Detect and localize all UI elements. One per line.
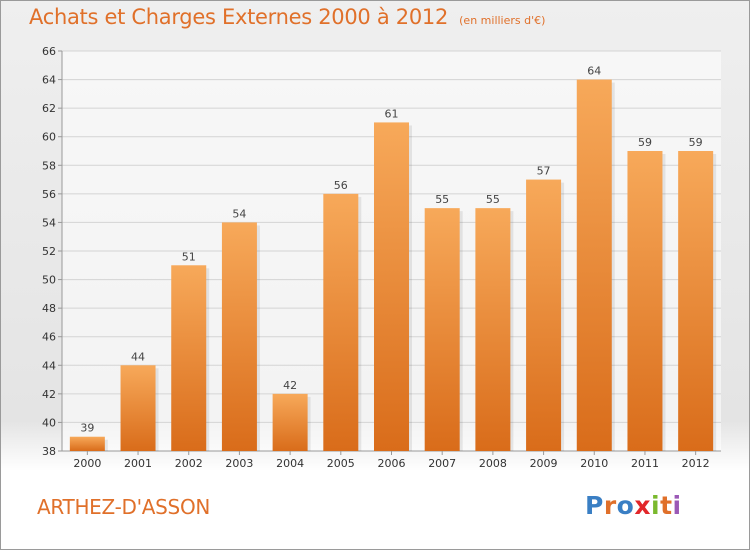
logo-letter: o bbox=[616, 491, 635, 520]
x-tick-label: 2007 bbox=[428, 457, 456, 470]
bar bbox=[678, 151, 714, 451]
x-tick-label: 2006 bbox=[378, 457, 406, 470]
bar bbox=[374, 122, 409, 451]
x-tick-label: 2000 bbox=[73, 457, 101, 470]
bar-value-label: 55 bbox=[486, 193, 500, 206]
bar bbox=[69, 436, 105, 451]
y-tick-label: 54 bbox=[42, 216, 56, 229]
x-tick-label: 2008 bbox=[479, 457, 507, 470]
y-tick-label: 50 bbox=[42, 274, 56, 287]
commune-name: ARTHEZ-D'ASSON bbox=[37, 495, 211, 519]
x-tick-label: 2009 bbox=[530, 457, 558, 470]
y-tick-label: 56 bbox=[42, 188, 56, 201]
logo-letter: r bbox=[603, 491, 617, 520]
bar-value-label: 39 bbox=[80, 422, 94, 435]
y-tick-label: 52 bbox=[42, 245, 56, 258]
bar bbox=[221, 222, 257, 451]
bar bbox=[171, 265, 207, 451]
bar-value-label: 42 bbox=[283, 379, 297, 392]
bar-value-label: 64 bbox=[587, 65, 601, 78]
bar-value-label: 59 bbox=[689, 136, 703, 149]
bar-value-label: 61 bbox=[385, 107, 399, 120]
x-tick-label: 2010 bbox=[580, 457, 608, 470]
chart-title: Achats et Charges Externes 2000 à 2012 bbox=[29, 5, 449, 29]
logo-letter: t bbox=[660, 491, 673, 520]
bar-value-label: 59 bbox=[638, 136, 652, 149]
y-tick-label: 48 bbox=[42, 302, 56, 315]
title-row: Achats et Charges Externes 2000 à 2012 (… bbox=[29, 5, 545, 29]
chart-subtitle: (en milliers d'€) bbox=[459, 14, 546, 27]
bar bbox=[120, 365, 156, 451]
proxiti-logo: Proxiti bbox=[585, 491, 682, 520]
x-tick-label: 2001 bbox=[124, 457, 152, 470]
y-tick-label: 46 bbox=[42, 331, 56, 344]
y-tick-label: 42 bbox=[42, 388, 56, 401]
y-tick-label: 40 bbox=[42, 416, 56, 429]
bar bbox=[475, 208, 511, 451]
logo-letter: i bbox=[651, 491, 661, 520]
bar bbox=[627, 151, 663, 451]
x-tick-label: 2004 bbox=[276, 457, 304, 470]
bar-value-label: 54 bbox=[232, 207, 246, 220]
bar-value-label: 57 bbox=[537, 165, 551, 178]
x-tick-label: 2002 bbox=[175, 457, 203, 470]
y-tick-label: 64 bbox=[42, 74, 56, 87]
x-tick-label: 2011 bbox=[631, 457, 659, 470]
bar-value-label: 55 bbox=[435, 193, 449, 206]
y-tick-label: 38 bbox=[42, 445, 56, 458]
bar-value-label: 51 bbox=[182, 250, 196, 263]
y-tick-label: 62 bbox=[42, 102, 56, 115]
x-tick-label: 2003 bbox=[225, 457, 253, 470]
bar bbox=[323, 193, 359, 451]
bar bbox=[526, 179, 562, 452]
bar bbox=[576, 79, 612, 452]
y-tick-label: 44 bbox=[42, 359, 56, 372]
bar bbox=[272, 393, 308, 451]
logo-letter: P bbox=[585, 491, 604, 520]
bar-value-label: 56 bbox=[334, 179, 348, 192]
bar bbox=[424, 208, 460, 451]
x-tick-label: 2005 bbox=[327, 457, 355, 470]
logo-letter: i bbox=[672, 491, 682, 520]
y-tick-label: 58 bbox=[42, 159, 56, 172]
x-tick-label: 2012 bbox=[682, 457, 710, 470]
logo-letter: x bbox=[634, 491, 651, 520]
y-tick-label: 66 bbox=[42, 45, 56, 58]
bar-value-label: 44 bbox=[131, 350, 145, 363]
y-tick-label: 60 bbox=[42, 131, 56, 144]
